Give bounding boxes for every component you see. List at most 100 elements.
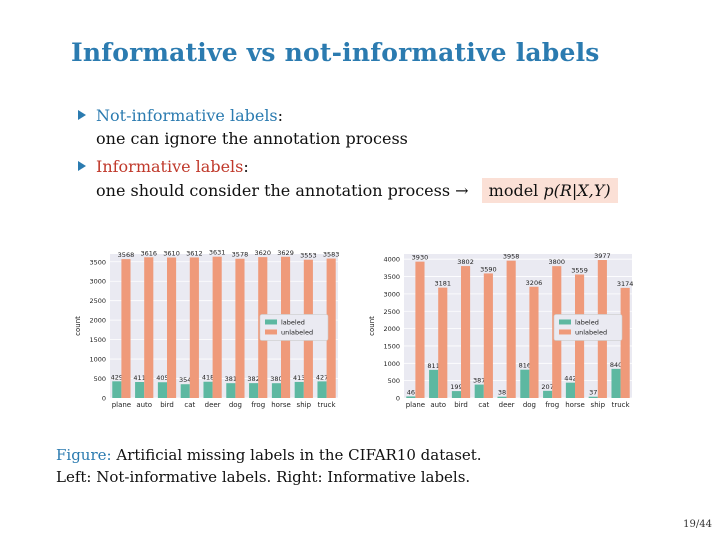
labeled-bar — [112, 381, 122, 398]
x-tick-label: auto — [430, 401, 446, 409]
legend-label: unlabeled — [281, 328, 313, 336]
bullet-triangle-icon — [78, 110, 86, 120]
y-axis-label: count — [74, 316, 82, 336]
labeled-data-label: 418 — [202, 374, 214, 382]
bullet-not-informative: Not-informative labels: one can ignore t… — [78, 104, 698, 150]
unlabeled-data-label: 3802 — [457, 258, 474, 266]
y-axis-label: count — [368, 316, 376, 336]
unlabeled-bar — [438, 287, 448, 398]
unlabeled-bar — [189, 257, 199, 398]
labeled-bar — [611, 368, 621, 398]
labeled-data-label: 427 — [316, 373, 328, 381]
x-tick-label: cat — [478, 401, 489, 409]
y-tick-label: 2000 — [89, 317, 106, 325]
unlabeled-data-label: 3958 — [503, 253, 520, 261]
labeled-data-label: 413 — [293, 374, 305, 382]
x-tick-label: auto — [136, 401, 152, 409]
legend-swatch — [559, 319, 571, 325]
y-tick-label: 3000 — [383, 290, 400, 298]
unlabeled-bar — [121, 259, 131, 398]
unlabeled-data-label: 3583 — [323, 251, 340, 259]
unlabeled-bar — [235, 258, 245, 398]
legend-label: labeled — [575, 318, 599, 326]
labeled-bar — [249, 383, 259, 398]
labeled-data-label: 37 — [589, 389, 597, 397]
labeled-bar — [520, 369, 530, 398]
y-tick-label: 4000 — [383, 256, 400, 264]
x-tick-label: horse — [271, 401, 291, 409]
unlabeled-data-label: 3631 — [209, 249, 226, 257]
unlabeled-data-label: 3930 — [412, 254, 429, 262]
labeled-bar — [543, 390, 553, 398]
labeled-bar — [203, 381, 213, 398]
bullet-list: Not-informative labels: one can ignore t… — [78, 104, 698, 208]
labeled-bar — [271, 383, 281, 398]
model-math: p(R|X,Y) — [543, 181, 611, 200]
labeled-data-label: 405 — [156, 374, 168, 382]
x-tick-label: frog — [251, 401, 265, 409]
unlabeled-bar — [483, 273, 493, 398]
unlabeled-data-label: 3629 — [277, 249, 294, 257]
x-tick-label: horse — [565, 401, 585, 409]
labeled-data-label: 199 — [450, 383, 462, 391]
labeled-data-label: 387 — [473, 377, 485, 385]
legend-swatch — [265, 319, 277, 325]
labeled-bar — [157, 382, 167, 398]
labeled-data-label: 38 — [498, 389, 506, 397]
unlabeled-data-label: 3977 — [594, 252, 611, 260]
labeled-data-label: 811 — [427, 362, 439, 370]
unlabeled-data-label: 3559 — [571, 267, 588, 275]
labeled-bar — [226, 383, 236, 398]
bullet-text: one should consider the annotation proce… — [96, 181, 451, 200]
unlabeled-data-label: 3578 — [232, 251, 249, 259]
legend-swatch — [559, 329, 571, 335]
unlabeled-bar — [415, 261, 425, 398]
figure-caption: Figure: Artificial missing labels in the… — [56, 444, 482, 488]
legend-swatch — [265, 329, 277, 335]
y-tick-label: 1000 — [383, 360, 400, 368]
labeled-bar — [474, 384, 484, 398]
model-highlight: model p(R|X,Y) — [481, 178, 618, 203]
labeled-data-label: 46 — [407, 388, 415, 396]
colon: : — [243, 157, 249, 176]
x-tick-label: truck — [612, 401, 631, 409]
x-tick-label: cat — [184, 401, 195, 409]
labeled-data-label: 816 — [519, 362, 531, 370]
labeled-data-label: 442 — [564, 375, 576, 383]
caption-label: Figure: — [56, 446, 112, 464]
unlabeled-bar — [212, 256, 222, 398]
x-tick-label: bird — [160, 401, 174, 409]
y-tick-label: 1000 — [89, 356, 106, 364]
caption-line2: Left: Not-informative labels. Right: Inf… — [56, 468, 471, 486]
labeled-data-label: 411 — [133, 374, 145, 382]
arrow-icon: → — [455, 181, 469, 200]
slide-title: Informative vs not-informative labels — [71, 38, 600, 67]
y-tick-label: 2500 — [383, 308, 400, 316]
x-tick-label: plane — [112, 401, 131, 409]
unlabeled-bar — [167, 257, 177, 398]
y-tick-label: 2500 — [89, 297, 106, 305]
y-tick-label: 3000 — [89, 278, 106, 286]
unlabeled-data-label: 3612 — [186, 249, 203, 257]
x-tick-label: dog — [523, 401, 536, 409]
caption-line1: Artificial missing labels in the CIFAR10… — [116, 446, 482, 464]
x-tick-label: dog — [229, 401, 242, 409]
unlabeled-bar — [461, 266, 471, 398]
unlabeled-data-label: 3590 — [480, 265, 497, 273]
labeled-bar — [429, 369, 439, 398]
y-tick-label: 1500 — [383, 342, 400, 350]
y-tick-label: 500 — [388, 377, 400, 385]
x-tick-label: deer — [499, 401, 515, 409]
labeled-bar — [180, 384, 190, 398]
unlabeled-data-label: 3620 — [254, 249, 271, 257]
unlabeled-data-label: 3206 — [526, 279, 543, 287]
unlabeled-data-label: 3616 — [140, 249, 157, 257]
y-tick-label: 0 — [102, 395, 106, 403]
labeled-data-label: 429 — [111, 373, 123, 381]
unlabeled-bar — [326, 258, 336, 398]
labeled-bar — [406, 396, 416, 398]
labeled-data-label: 381 — [225, 375, 237, 383]
page-number: 19/44 — [683, 519, 712, 530]
chart-not-informative: 0 500 1000 1500 2000 2500 3000 3500 count plane 42… — [74, 249, 340, 409]
labeled-bar — [317, 381, 327, 398]
